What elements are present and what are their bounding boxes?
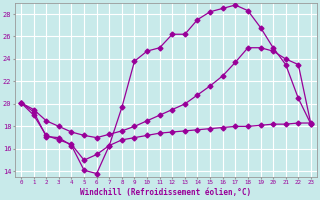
X-axis label: Windchill (Refroidissement éolien,°C): Windchill (Refroidissement éolien,°C) [80,188,252,197]
